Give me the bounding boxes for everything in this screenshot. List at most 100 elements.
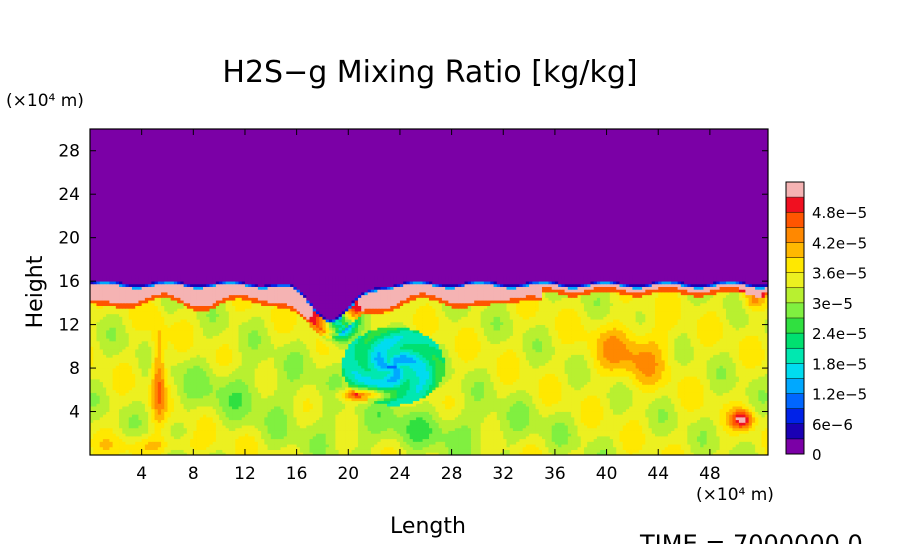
heatmap-cell	[425, 444, 430, 448]
heatmap-cell	[445, 425, 449, 429]
heatmap-cell	[567, 438, 572, 442]
heatmap-cell	[106, 389, 110, 393]
heatmap-cell	[131, 416, 136, 421]
heatmap-cell	[112, 408, 117, 412]
heatmap-cell	[448, 433, 452, 437]
heatmap-cell	[487, 389, 491, 393]
heatmap-cell	[348, 449, 352, 453]
heatmap-cell	[232, 444, 236, 448]
heatmap-cell	[177, 389, 181, 393]
heatmap-cell	[622, 392, 627, 396]
heatmap-cell	[529, 430, 533, 434]
heatmap-cell	[545, 389, 549, 393]
heatmap-cell	[735, 414, 740, 418]
heatmap-cell	[616, 446, 620, 450]
heatmap-cell	[551, 403, 556, 407]
heatmap-cell	[164, 408, 168, 412]
heatmap-cell	[151, 441, 155, 445]
heatmap-cell	[532, 449, 536, 453]
heatmap-cell	[638, 408, 643, 412]
heatmap-cell	[751, 397, 756, 402]
heatmap-cell	[677, 430, 682, 434]
heatmap-cell	[212, 438, 217, 442]
heatmap-cell	[635, 408, 640, 412]
heatmap-cell	[396, 392, 401, 396]
heatmap-cell	[477, 392, 482, 396]
heatmap-cell	[622, 400, 627, 404]
heatmap-cell	[241, 435, 246, 440]
heatmap-cell	[519, 395, 524, 399]
heatmap-cell	[435, 392, 440, 396]
heatmap-cell	[606, 392, 611, 396]
heatmap-cell	[274, 427, 278, 431]
heatmap-cell	[177, 414, 181, 418]
heatmap-cell	[448, 438, 452, 442]
heatmap-cell	[532, 452, 536, 455]
heatmap-cell	[571, 414, 575, 418]
heatmap-cell	[738, 395, 743, 399]
heatmap-cell	[328, 397, 333, 402]
heatmap-cell	[535, 433, 540, 437]
heatmap-cell	[438, 406, 443, 410]
heatmap-cell	[622, 430, 627, 434]
heatmap-cell	[648, 397, 653, 402]
heatmap-cell	[131, 438, 136, 442]
heatmap-cell	[412, 395, 417, 399]
heatmap-cell	[180, 419, 185, 423]
heatmap-cell	[655, 411, 659, 415]
heatmap-cell	[509, 446, 514, 450]
heatmap-cell	[677, 406, 682, 410]
heatmap-cell	[655, 397, 659, 402]
heatmap-cell	[525, 400, 530, 404]
heatmap-cell	[306, 435, 310, 440]
heatmap-cell	[225, 433, 230, 437]
heatmap-cell	[125, 427, 130, 431]
heatmap-cell	[112, 438, 117, 442]
heatmap-cell	[125, 397, 130, 402]
heatmap-cell	[183, 395, 188, 399]
heatmap-cell	[309, 435, 314, 440]
heatmap-cell	[383, 403, 388, 407]
heatmap-cell	[448, 395, 452, 399]
heatmap-cell	[228, 406, 233, 410]
heatmap-cell	[651, 435, 656, 440]
heatmap-cell	[409, 444, 414, 448]
heatmap-cell	[244, 400, 249, 404]
heatmap-cell	[729, 435, 733, 440]
heatmap-cell	[93, 444, 97, 448]
heatmap-cell	[625, 433, 630, 437]
heatmap-cell	[677, 416, 682, 421]
heatmap-cell	[319, 400, 323, 404]
heatmap-cell	[403, 446, 407, 450]
heatmap-cell	[706, 408, 711, 412]
heatmap-cell	[322, 430, 327, 434]
heatmap-cell	[235, 435, 239, 440]
heatmap-cell	[309, 397, 314, 402]
heatmap-cell	[467, 403, 472, 407]
heatmap-cell	[480, 422, 485, 426]
heatmap-cell	[157, 422, 162, 426]
heatmap-cell	[745, 452, 750, 455]
heatmap-cell	[328, 395, 333, 399]
heatmap-cell	[254, 389, 259, 393]
heatmap-cell	[193, 414, 197, 418]
heatmap-cell	[448, 425, 452, 429]
heatmap-cell	[564, 406, 569, 410]
heatmap-cell	[545, 406, 549, 410]
heatmap-cell	[396, 422, 401, 426]
heatmap-cell	[341, 408, 346, 412]
heatmap-cell	[419, 438, 423, 442]
heatmap-cell	[461, 395, 465, 399]
heatmap-cell	[406, 452, 411, 455]
heatmap-cell	[416, 444, 420, 448]
heatmap-cell	[215, 397, 220, 402]
heatmap-cell	[464, 427, 469, 431]
heatmap-cell	[364, 416, 369, 421]
heatmap-cell	[709, 449, 714, 453]
heatmap-cell	[548, 441, 553, 445]
heatmap-cell	[535, 446, 540, 450]
heatmap-cell	[522, 449, 527, 453]
heatmap-cell	[351, 449, 356, 453]
heatmap-cell	[399, 441, 404, 445]
heatmap-cell	[361, 414, 365, 418]
